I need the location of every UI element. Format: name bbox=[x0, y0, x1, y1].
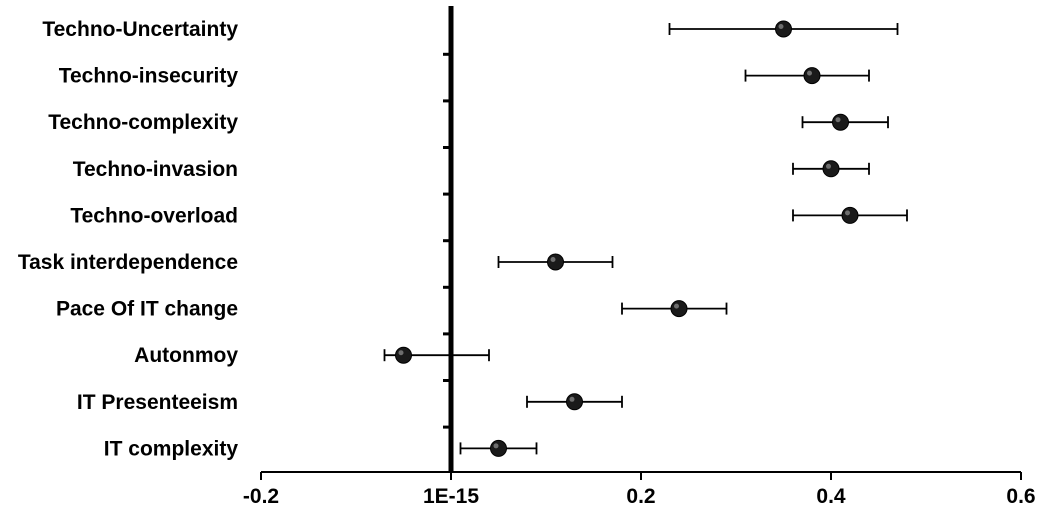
category-label: IT complexity bbox=[104, 437, 239, 460]
x-tick-label: 0.6 bbox=[1006, 485, 1035, 508]
estimate-point-highlight bbox=[398, 350, 404, 356]
estimate-point bbox=[395, 346, 412, 364]
category-label: Pace Of IT change bbox=[56, 298, 238, 321]
estimate-point-highlight bbox=[826, 163, 831, 169]
category-label: Autonmoy bbox=[134, 344, 238, 367]
forest-row bbox=[526, 393, 623, 411]
category-label: Techno-invasion bbox=[73, 158, 238, 181]
category-label: Techno-Uncertainty bbox=[42, 18, 238, 41]
category-labels: Techno-Uncertainty Techno-insecurity Techn… bbox=[18, 18, 239, 460]
forest-row bbox=[801, 113, 889, 131]
estimate-point-highlight bbox=[845, 210, 850, 216]
estimate-point bbox=[490, 439, 507, 457]
estimate-point-highlight bbox=[550, 257, 556, 262]
estimate-point-highlight bbox=[493, 443, 499, 449]
category-label: Techno-overload bbox=[70, 204, 238, 227]
estimate-point bbox=[803, 67, 821, 85]
estimate-point-highlight bbox=[674, 303, 679, 309]
x-tick-label: 0.4 bbox=[816, 485, 846, 508]
forest-row bbox=[383, 346, 490, 364]
data-marks bbox=[383, 20, 908, 457]
forest-row bbox=[497, 253, 614, 271]
estimate-point bbox=[547, 253, 564, 271]
x-tick-label: -0.2 bbox=[243, 485, 279, 508]
estimate-point-highlight bbox=[835, 117, 841, 123]
category-label: Techno-insecurity bbox=[59, 65, 239, 88]
category-label: IT Presenteeism bbox=[77, 391, 238, 414]
estimate-point bbox=[775, 20, 792, 38]
forest-row bbox=[668, 20, 899, 38]
estimate-point-highlight bbox=[778, 24, 784, 29]
category-label: Techno-complexity bbox=[48, 111, 238, 134]
x-tick-label: 0.2 bbox=[626, 485, 655, 508]
estimate-point bbox=[566, 393, 583, 411]
forest-row bbox=[459, 439, 538, 457]
estimate-point bbox=[670, 300, 688, 318]
estimate-point bbox=[841, 206, 859, 224]
forest-row bbox=[792, 206, 908, 224]
x-axis: -0.2 1E-15 0.2 0.4 0.6 bbox=[243, 471, 1036, 508]
estimate-point bbox=[822, 160, 840, 178]
estimate-point-highlight bbox=[807, 70, 812, 76]
estimate-point-highlight bbox=[569, 396, 575, 402]
forest-row bbox=[744, 67, 870, 85]
estimate-point bbox=[832, 113, 849, 131]
x-tick-label: 1E-15 bbox=[423, 485, 479, 508]
forest-row bbox=[792, 160, 870, 178]
zero-reference-axis bbox=[443, 6, 454, 472]
forest-row bbox=[621, 300, 728, 318]
category-label: Task interdependence bbox=[18, 251, 238, 274]
